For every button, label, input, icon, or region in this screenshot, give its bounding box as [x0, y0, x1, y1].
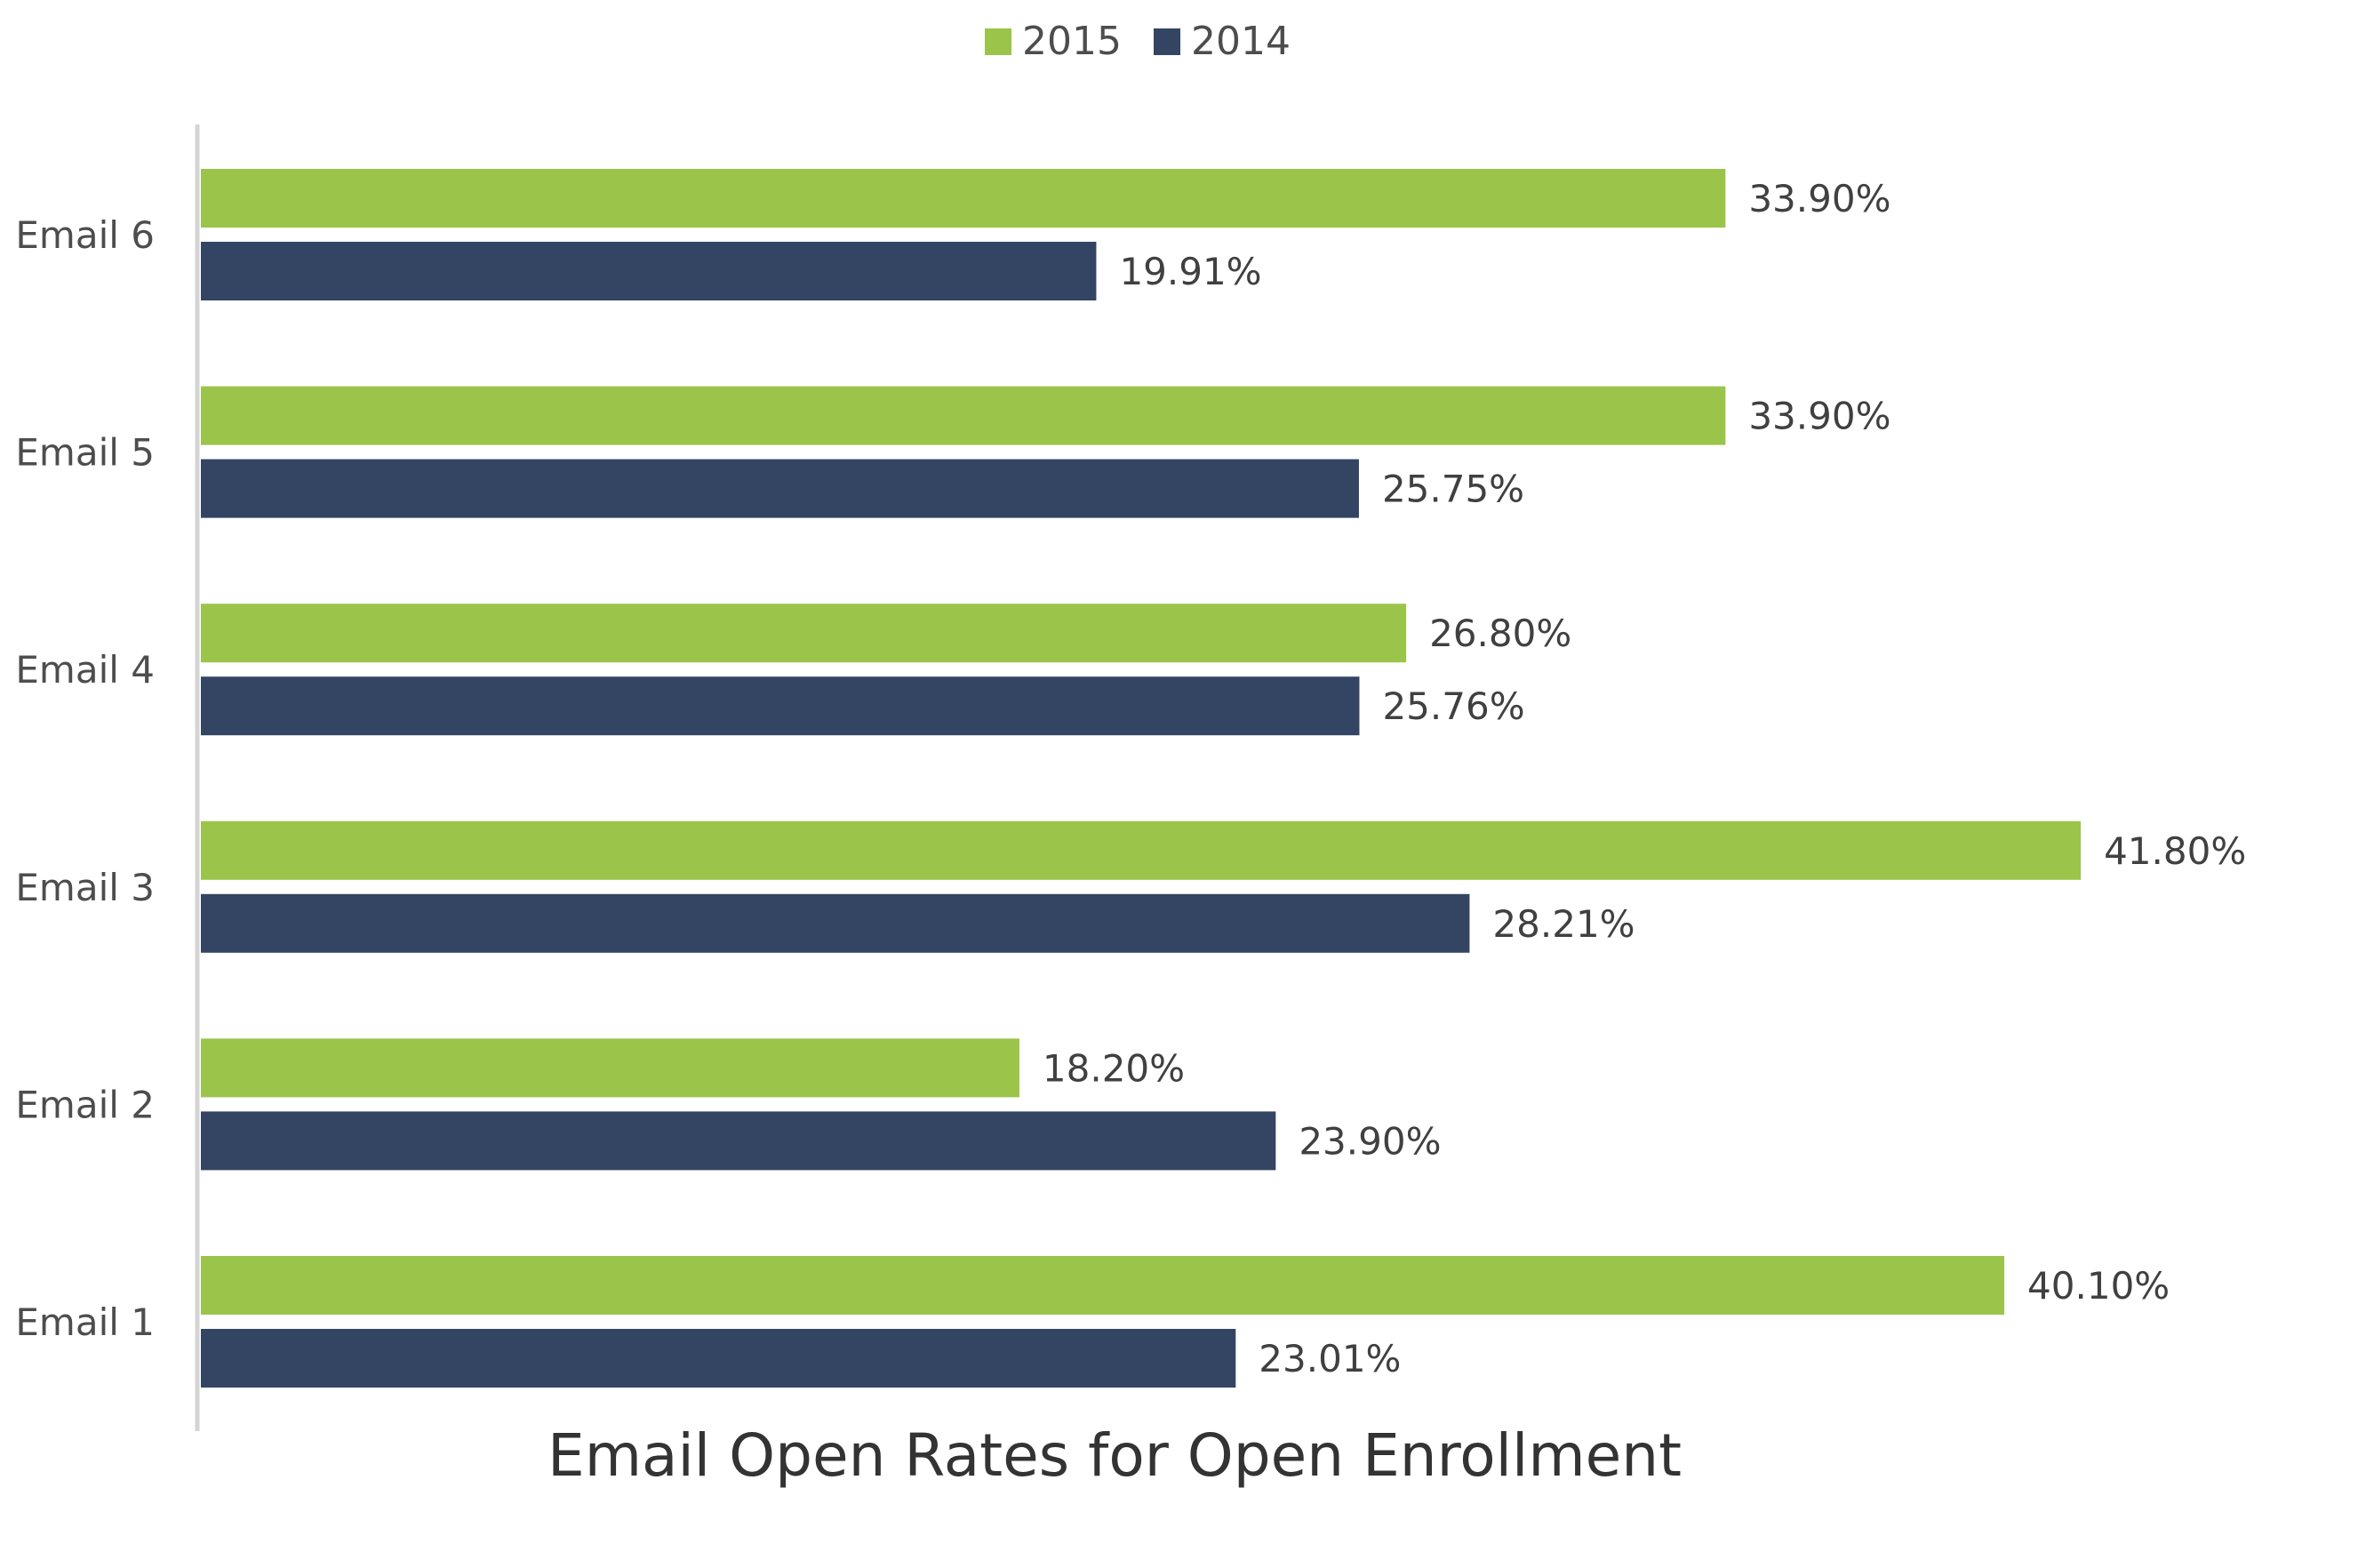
legend-swatch: [1154, 28, 1180, 55]
data-label: 25.75%: [1382, 468, 1524, 511]
data-label: 23.01%: [1259, 1337, 1401, 1380]
legend-label: 2015: [1022, 19, 1122, 64]
bar-2014: [201, 676, 1360, 736]
data-label: 33.90%: [1748, 395, 1890, 438]
data-label: 28.21%: [1492, 902, 1635, 946]
bar-2014: [201, 459, 1359, 518]
bar-2014: [201, 1329, 1236, 1388]
bar-2015: [201, 386, 1726, 445]
bar-2015: [201, 820, 2082, 880]
data-label: 26.80%: [1429, 612, 1571, 655]
y-axis-tick-labels: Email 6 Email 5 Email 4 Email 3 Email 2 Email…: [15, 213, 155, 1344]
data-label: 41.80%: [2104, 829, 2246, 873]
legend-swatch: [985, 28, 1011, 55]
y-axis-tick-label: Email 5: [15, 431, 155, 475]
chart-legend: 2015 2014: [985, 19, 1291, 64]
bar-2014: [201, 1111, 1276, 1171]
bar-2015: [201, 169, 1726, 228]
data-label: 19.91%: [1119, 250, 1261, 293]
bar-2015: [201, 1256, 2005, 1315]
data-label: 25.76%: [1382, 684, 1524, 728]
y-axis-tick-label: Email 2: [15, 1083, 155, 1126]
chart-title: Email Open Rates for Open Enrollment: [548, 1421, 1682, 1490]
bar-2014: [201, 242, 1097, 300]
y-axis-tick-label: Email 4: [15, 648, 155, 692]
bar-2015: [201, 1038, 1019, 1098]
y-axis-tick-label: Email 1: [15, 1300, 155, 1344]
y-axis-tick-label: Email 6: [15, 213, 155, 257]
legend-label: 2014: [1191, 19, 1291, 64]
data-label: 23.90%: [1299, 1119, 1441, 1163]
bar-2015: [201, 604, 1407, 663]
bar-2014: [201, 893, 1470, 953]
data-label: 33.90%: [1748, 177, 1890, 220]
data-label: 40.10%: [2027, 1264, 2170, 1308]
bar-series: [201, 169, 2082, 1388]
y-axis-tick-label: Email 3: [15, 866, 155, 909]
data-labels: 33.90% 19.91% 33.90% 25.75% 26.80% 25.76% 41.8…: [1043, 177, 2246, 1380]
data-label: 18.20%: [1043, 1046, 1185, 1090]
